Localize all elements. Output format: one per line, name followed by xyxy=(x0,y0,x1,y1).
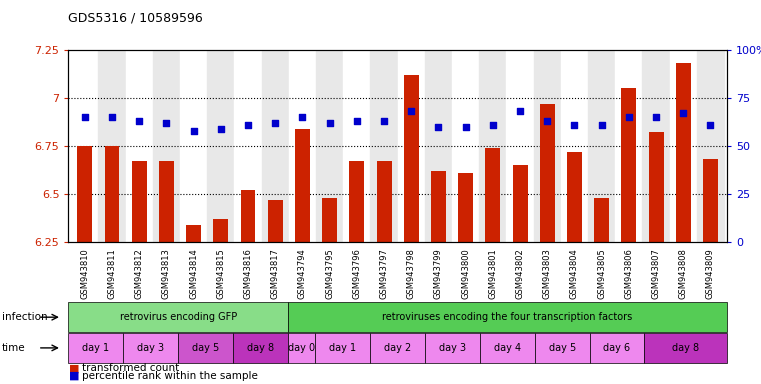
Text: day 1: day 1 xyxy=(82,343,110,353)
Point xyxy=(351,118,363,124)
Bar xyxy=(268,200,282,242)
Bar xyxy=(207,50,234,242)
Bar xyxy=(322,198,337,242)
Bar xyxy=(153,50,180,242)
Point xyxy=(596,122,608,128)
Bar xyxy=(262,50,289,242)
Bar xyxy=(78,146,92,242)
Point xyxy=(323,120,336,126)
Point xyxy=(705,122,717,128)
Bar xyxy=(98,50,126,242)
Bar xyxy=(594,198,609,242)
Point xyxy=(541,118,553,124)
Bar xyxy=(697,50,724,242)
Bar xyxy=(316,50,343,242)
Text: day 2: day 2 xyxy=(384,343,411,353)
Text: percentile rank within the sample: percentile rank within the sample xyxy=(82,371,258,381)
Bar xyxy=(621,88,636,242)
Bar xyxy=(159,161,174,242)
Point xyxy=(378,118,390,124)
Point xyxy=(242,122,254,128)
Bar xyxy=(425,50,452,242)
Text: retroviruses encoding the four transcription factors: retroviruses encoding the four transcrip… xyxy=(382,312,632,322)
Point xyxy=(78,114,91,120)
Bar xyxy=(452,50,479,242)
Bar xyxy=(648,132,664,242)
Bar xyxy=(703,159,718,242)
Bar xyxy=(377,161,391,242)
Bar xyxy=(240,190,256,242)
Bar xyxy=(567,152,582,242)
Text: day 3: day 3 xyxy=(439,343,466,353)
Bar xyxy=(234,50,262,242)
Bar xyxy=(371,50,397,242)
Point xyxy=(296,114,308,120)
Point xyxy=(215,126,227,132)
Bar xyxy=(561,50,588,242)
Point xyxy=(161,120,173,126)
Text: day 1: day 1 xyxy=(330,343,356,353)
Bar xyxy=(72,50,98,242)
Bar xyxy=(588,50,615,242)
Point xyxy=(677,110,689,116)
Bar xyxy=(343,50,371,242)
Bar xyxy=(397,50,425,242)
Bar xyxy=(431,171,446,242)
Bar xyxy=(642,50,670,242)
Bar xyxy=(404,75,419,242)
Bar xyxy=(533,50,561,242)
Text: GDS5316 / 10589596: GDS5316 / 10589596 xyxy=(68,12,203,25)
Bar xyxy=(186,225,201,242)
Point xyxy=(487,122,499,128)
Bar xyxy=(126,50,153,242)
Text: infection: infection xyxy=(2,312,47,322)
Point xyxy=(269,120,282,126)
Bar xyxy=(670,50,697,242)
Point xyxy=(106,114,118,120)
Text: ■: ■ xyxy=(68,371,79,381)
Text: day 5: day 5 xyxy=(549,343,576,353)
Text: day 8: day 8 xyxy=(247,343,274,353)
Text: transformed count: transformed count xyxy=(82,363,180,373)
Bar xyxy=(458,173,473,242)
Text: day 0: day 0 xyxy=(288,343,315,353)
Text: day 5: day 5 xyxy=(192,343,219,353)
Point xyxy=(568,122,581,128)
Point xyxy=(405,108,417,114)
Bar xyxy=(615,50,642,242)
Text: retrovirus encoding GFP: retrovirus encoding GFP xyxy=(119,312,237,322)
Bar xyxy=(289,50,316,242)
Bar xyxy=(540,104,555,242)
Point xyxy=(133,118,145,124)
Bar xyxy=(486,148,500,242)
Bar xyxy=(132,161,147,242)
Text: time: time xyxy=(2,343,25,353)
Bar xyxy=(513,165,527,242)
Bar xyxy=(180,50,207,242)
Point xyxy=(432,124,444,130)
Point xyxy=(460,124,472,130)
Point xyxy=(622,114,635,120)
Bar xyxy=(349,161,365,242)
Text: day 4: day 4 xyxy=(494,343,521,353)
Text: ■: ■ xyxy=(68,363,79,373)
Text: day 3: day 3 xyxy=(137,343,164,353)
Bar xyxy=(213,219,228,242)
Text: day 8: day 8 xyxy=(672,343,699,353)
Bar xyxy=(506,50,533,242)
Point xyxy=(187,127,199,134)
Point xyxy=(514,108,526,114)
Point xyxy=(650,114,662,120)
Bar xyxy=(295,129,310,242)
Bar xyxy=(676,63,691,242)
Text: day 6: day 6 xyxy=(603,343,631,353)
Bar xyxy=(104,146,119,242)
Bar xyxy=(479,50,506,242)
